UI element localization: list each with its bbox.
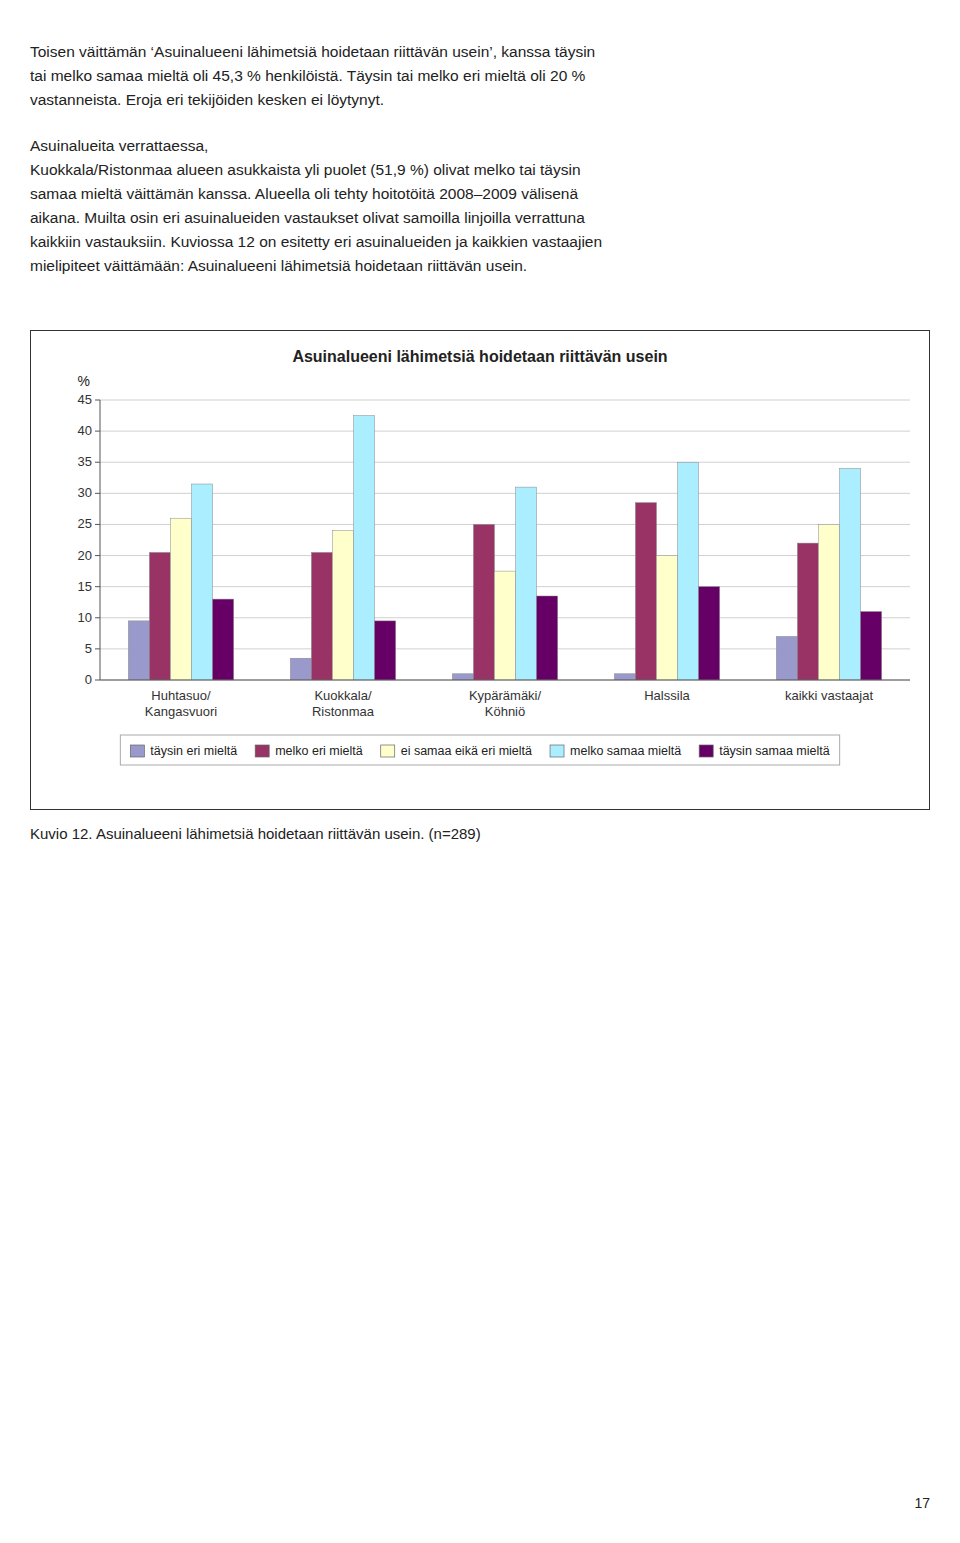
bar: [818, 524, 839, 680]
y-tick: [95, 524, 100, 525]
x-tick-label: Halssila: [644, 688, 690, 703]
grid-line: [100, 462, 910, 463]
legend-swatch: [130, 745, 144, 757]
bar: [840, 468, 861, 680]
grid-line: [100, 493, 910, 494]
legend-label: melko eri mieltä: [275, 744, 363, 758]
y-tick: [95, 400, 100, 401]
bar: [375, 621, 396, 680]
y-tick: [95, 493, 100, 494]
legend-label: ei samaa eikä eri mieltä: [401, 744, 532, 758]
legend-swatch: [255, 745, 269, 757]
legend-swatch: [699, 745, 713, 757]
bar: [537, 596, 558, 680]
bar: [797, 543, 818, 680]
caption: Kuvio 12. Asuinalueeni lähimetsiä hoidet…: [30, 825, 481, 842]
y-tick-label: 15: [78, 579, 92, 594]
y-tick-label: 45: [78, 392, 92, 407]
x-axis-line: [100, 680, 910, 681]
bar: [635, 503, 656, 680]
x-tick-label: Kypärämäki/Köhniö: [469, 688, 542, 719]
y-tick-label: 25: [78, 516, 92, 531]
grid-line: [100, 400, 910, 401]
y-tick-label: 40: [78, 423, 92, 438]
bar: [678, 462, 699, 680]
bars: [128, 416, 881, 680]
bar: [776, 636, 797, 680]
y-tick-label: 10: [78, 610, 92, 625]
bar: [354, 416, 375, 680]
bar: [170, 518, 191, 680]
y-tick-label: 35: [78, 454, 92, 469]
legend-label: täysin samaa mieltä: [719, 744, 830, 758]
y-tick: [95, 617, 100, 618]
grid-line: [100, 680, 910, 681]
x-tick-label: kaikki vastaajat: [785, 688, 874, 703]
bar: [332, 531, 353, 680]
bar: [473, 524, 494, 680]
bar: [516, 487, 537, 680]
chart: Asuinalueeni lähimetsiä hoidetaan riittä…: [30, 330, 930, 810]
chart-frame: [31, 331, 930, 810]
y-tick-label: 5: [85, 641, 92, 656]
bar: [192, 484, 213, 680]
paragraph: Asuinalueita verrattaessa, Kuokkala/Rist…: [30, 134, 930, 278]
chart-title: Asuinalueeni lähimetsiä hoidetaan riittä…: [292, 348, 667, 365]
grid-line: [100, 431, 910, 432]
legend-label: melko samaa mieltä: [570, 744, 681, 758]
bar: [290, 658, 311, 680]
y-tick-label: 0: [85, 672, 92, 687]
page-number: 17: [914, 1495, 930, 1511]
y-tick: [95, 555, 100, 556]
legend-swatch: [381, 745, 395, 757]
legend-frame: [120, 735, 839, 765]
bar: [311, 552, 332, 680]
paragraph: Toisen väittämän ‘Asuinalueeni lähimetsi…: [30, 40, 930, 112]
bar: [494, 571, 515, 680]
bar: [656, 556, 677, 680]
legend: täysin eri mieltä melko eri mieltä ei sama…: [130, 744, 829, 758]
y-tick: [95, 586, 100, 587]
y-tick: [95, 648, 100, 649]
grid-line: [100, 555, 910, 556]
bar: [699, 587, 720, 680]
bar: [149, 552, 170, 680]
bar: [452, 674, 473, 680]
legend-swatch: [550, 745, 564, 757]
y-axis-line: [100, 400, 101, 680]
y-tick-label: 30: [78, 485, 92, 500]
grid-line: [100, 524, 910, 525]
y-tick: [95, 431, 100, 432]
bar: [128, 621, 149, 680]
y-tick: [95, 462, 100, 463]
bar: [614, 674, 635, 680]
legend-label: täysin eri mieltä: [150, 744, 237, 758]
bar: [861, 612, 882, 680]
y-tick-label: 20: [78, 548, 92, 563]
bar: [213, 599, 234, 680]
x-tick-label: Huhtasuo/Kangasvuori: [145, 688, 217, 719]
y-tick: [95, 680, 100, 681]
x-tick-label: Kuokkala/Ristonmaa: [312, 688, 375, 719]
y-axis-label: %: [78, 373, 90, 389]
